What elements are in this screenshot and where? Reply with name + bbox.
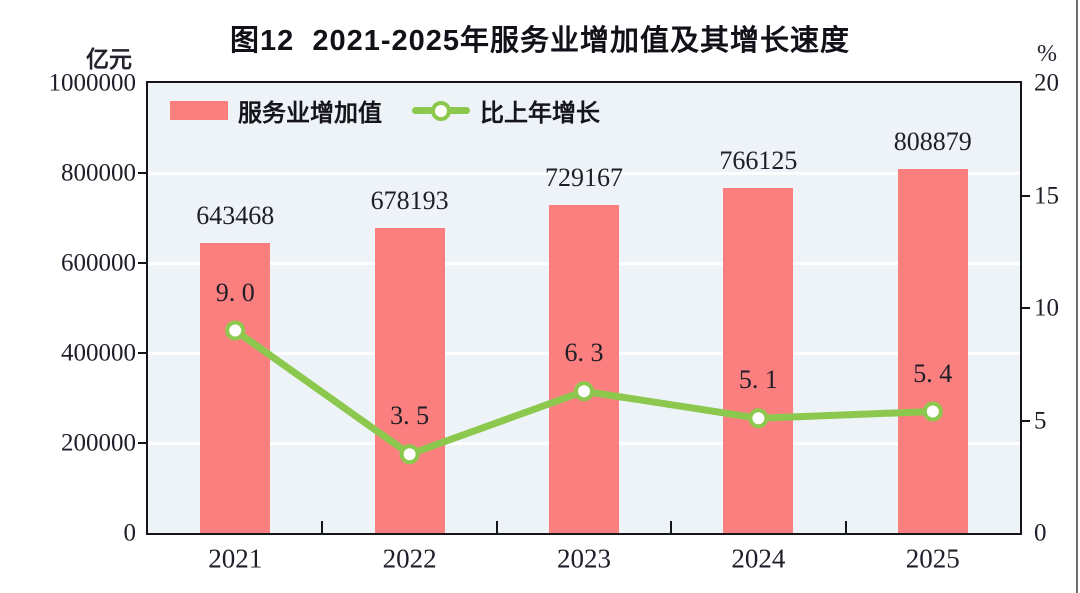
screenshot-right-edge [1076, 0, 1078, 593]
right-axis-tick-label: 15 [1034, 182, 1059, 209]
line-marker-dot-icon [431, 100, 451, 121]
right-axis-unit: % [1037, 41, 1057, 67]
x-axis-tick-label: 2023 [557, 543, 611, 574]
left-axis-tick-label: 800000 [61, 159, 136, 187]
left-axis-tick [138, 352, 146, 354]
x-axis-tick-label: 2024 [731, 543, 786, 574]
left-axis-unit: 亿元 [86, 46, 132, 72]
left-axis-tick-label: 1000000 [48, 69, 137, 97]
line-legend-swatch [412, 100, 470, 121]
line-value-label: 5. 1 [738, 365, 778, 395]
plot-area: 服务业增加值 比上年增长 643468 678193 729167 766125 808… [138, 81, 1030, 535]
left-axis-tick [138, 262, 146, 264]
legend: 服务业增加值 比上年增长 [170, 93, 600, 128]
left-axis-tick-label: 600000 [61, 249, 136, 277]
x-axis-tick-label: 2022 [382, 543, 437, 574]
gridline [148, 171, 1020, 175]
right-axis-tick-label: 5 [1034, 407, 1047, 434]
bar [897, 169, 968, 533]
left-axis-tick-label: 400000 [61, 339, 136, 367]
bar-value-label: 729167 [545, 162, 623, 192]
bar-value-label: 678193 [370, 185, 449, 215]
left-axis-tick-label: 0 [123, 519, 137, 547]
x-axis-tick-label: 2025 [905, 543, 960, 574]
right-axis-tick [1022, 307, 1030, 309]
bar [374, 227, 445, 533]
right-axis-tick [1022, 194, 1030, 197]
x-axis-tick [670, 521, 673, 533]
line-value-label: 6. 3 [564, 338, 604, 368]
x-axis-tick [321, 521, 324, 533]
bar [723, 188, 794, 533]
bar-value-label: 643468 [196, 201, 275, 231]
line-value-label: 3. 5 [390, 401, 430, 431]
line-value-label: 5. 4 [913, 358, 953, 388]
legend-label-bar: 服务业增加值 [238, 100, 382, 127]
x-axis-tick-label: 2021 [208, 543, 263, 574]
bar-value-label: 766125 [719, 146, 798, 176]
legend-item-line: 比上年增长 [412, 93, 600, 128]
right-axis-tick-label: 10 [1034, 294, 1059, 322]
legend-item-bar: 服务业增加值 [170, 93, 382, 128]
bar-legend-swatch [170, 101, 228, 120]
left-axis-tick-label: 200000 [61, 429, 136, 457]
right-axis-tick [1022, 419, 1030, 422]
line-value-label: 9. 0 [215, 277, 255, 307]
legend-label-line: 比上年增长 [480, 100, 600, 127]
x-axis-tick [844, 521, 847, 533]
bar-value-label: 808879 [893, 127, 972, 156]
right-axis-tick-label: 0 [1034, 519, 1047, 547]
chart-title: 图12 2021-2025年服务业增加值及其增长速度 [229, 25, 851, 57]
x-axis-tick [495, 521, 498, 533]
bar [549, 204, 619, 533]
right-axis-tick-label: 20 [1034, 69, 1059, 97]
left-axis-tick [138, 172, 146, 174]
left-axis-tick [138, 442, 146, 444]
